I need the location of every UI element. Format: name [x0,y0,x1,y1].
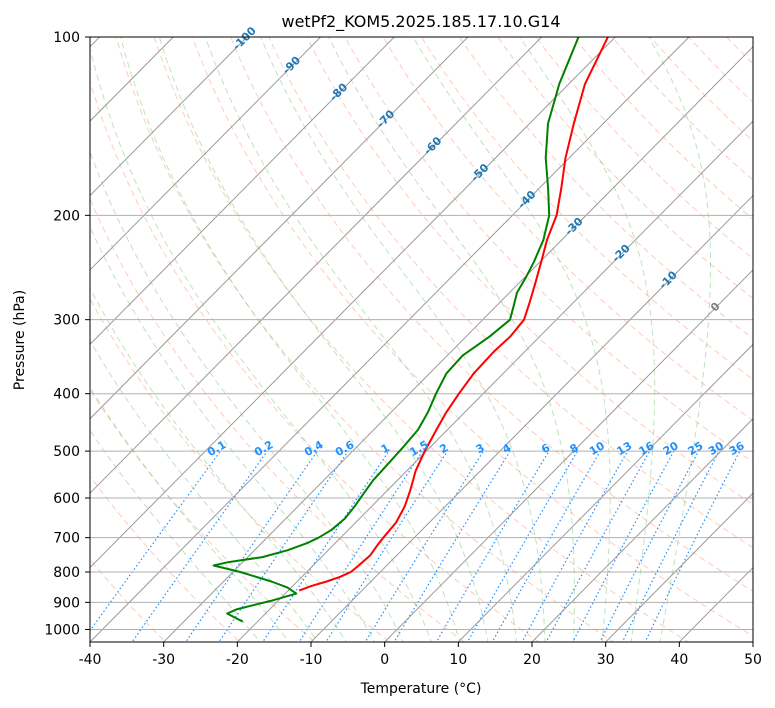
mixing-ratio-line [185,450,318,642]
x-tick-label: 0 [380,652,389,668]
moist-adiabat [648,37,711,642]
dry-adiabat [649,37,753,142]
isotherm-line [90,37,690,642]
mixing-ratio-line [466,450,579,642]
x-tick-label: 30 [597,652,615,668]
isotherm-line [90,37,322,271]
y-tick-label: 500 [53,444,80,460]
y-tick-label: 200 [53,208,80,224]
temperature-profile [298,37,609,592]
dry-adiabat [90,475,241,642]
isotherm-line [162,46,753,642]
y-tick-label: 400 [53,387,80,403]
dry-adiabat [611,37,753,181]
isotherm-line [457,343,753,642]
plot-frame [89,36,754,643]
x-tick-label: 40 [670,652,688,668]
x-tick-label: -10 [300,652,323,668]
x-tick-label: 10 [449,652,467,668]
dry-adiabat [573,37,753,220]
x-tick-label: -40 [79,652,102,668]
x-tick-label: 50 [744,652,762,668]
y-tick-label: 300 [53,313,80,329]
isotherm-line [90,37,616,569]
y-tick-label: 800 [53,565,80,581]
dewpoint-profile [212,37,580,623]
axes: -40 -30 -20 -10 0 10 20 30 40 50 100 200 300 400 500 60… [44,30,762,668]
isotherm-line [383,269,753,642]
moist-adiabat [90,46,432,642]
dry-adiabat [90,79,540,642]
mixing-ratio-line [521,450,629,642]
moist-adiabat [412,37,611,642]
mixing-ratio-line [435,450,550,642]
mixing-ratio-line [491,450,601,642]
dry-adiabat [382,37,753,422]
y-tick-label: 100 [53,30,80,46]
mixing-ratio-line [621,450,720,642]
mixing-ratio-line [298,450,424,642]
dry-adiabat [458,37,753,340]
mixing-ratio-line [644,450,741,642]
isotherm-line [310,194,753,642]
mixing-ratio-line [218,450,349,642]
isotherm-line [604,492,753,642]
dry-adiabat [153,37,690,642]
dry-adiabat [90,297,391,642]
dry-adiabat [230,37,753,592]
mixing-ratio-line [90,450,221,632]
isotherm-line [90,37,469,420]
isotherm-line [90,37,248,197]
chart-title: wetPf2_KOM5.2025.185.17.10.G14 [281,12,560,32]
x-tick-label: 20 [523,652,541,668]
dry-adiabat [344,37,753,463]
moist-adiabat [260,37,546,642]
moist-adiabat [90,287,347,642]
plot-area [90,37,753,642]
y-tick-label: 600 [53,491,80,507]
isotherm-line [90,37,174,122]
mixing-ratio-line [262,450,390,642]
moist-adiabat [90,339,319,642]
dry-adiabat [191,37,753,637]
isotherm-line [90,37,395,346]
isotherm-line [90,37,543,494]
dry-adiabat [497,37,753,300]
dry-adiabat [115,37,615,642]
y-axis-label: Pressure (hPa) [12,290,28,390]
x-tick-label: -20 [226,652,249,668]
dry-adiabat [90,197,465,642]
x-tick-label: -30 [152,652,175,668]
mixing-ratio-line [131,450,268,642]
dry-adiabat [535,37,753,260]
y-tick-label: 1000 [44,622,80,638]
dry-adiabat [268,37,753,549]
isotherm-line [531,418,753,642]
y-tick-label: 700 [53,531,80,547]
y-tick-label: 900 [53,595,80,611]
isotherm-line [236,120,753,642]
moist-adiabat [328,37,575,642]
x-axis-label: Temperature (°C) [360,681,482,697]
